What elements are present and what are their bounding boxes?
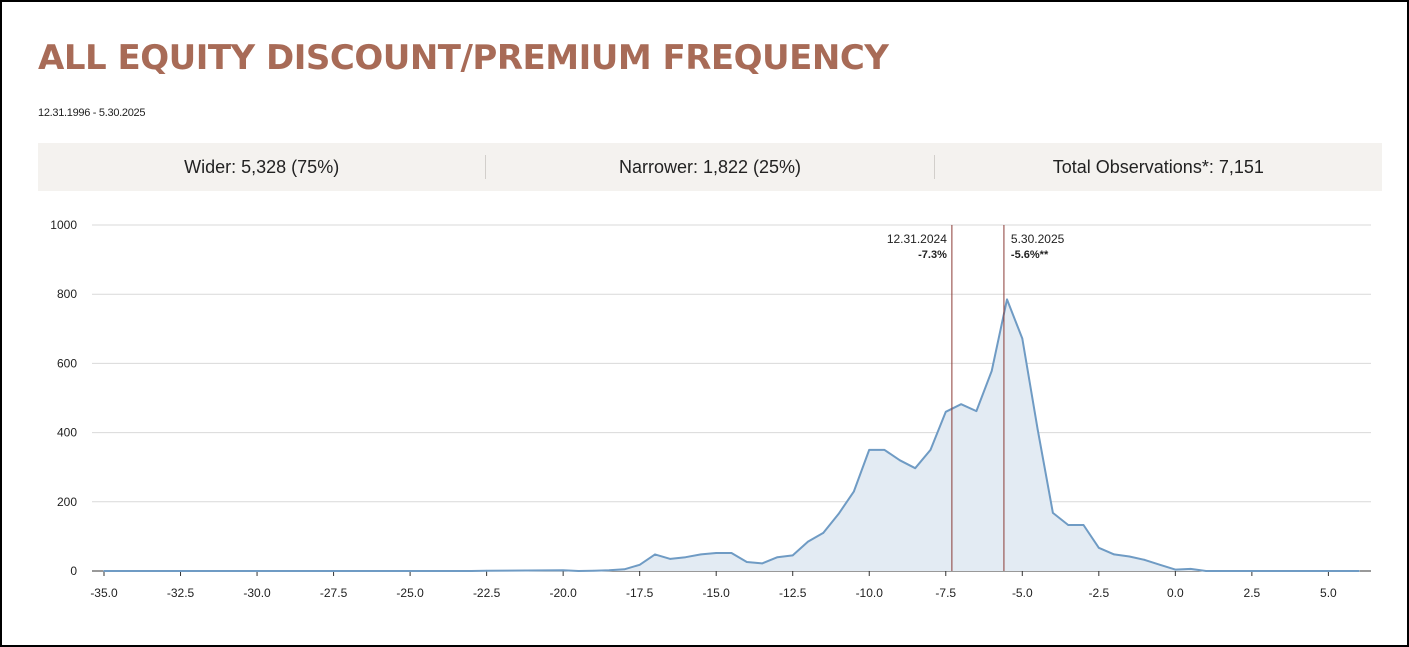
data-point-39: [1113, 553, 1115, 556]
data-point-34: [1036, 428, 1039, 430]
data-point-32: [1006, 298, 1008, 301]
data-point-33: [1021, 337, 1024, 340]
x-tick-label-12: -5.0: [1012, 586, 1033, 600]
data-point-10: [669, 558, 672, 560]
data-point-12: [700, 553, 702, 556]
x-tick-label-6: -20.0: [549, 586, 577, 600]
data-point-28: [944, 411, 947, 413]
x-tick-label-13: -2.5: [1088, 586, 1109, 600]
data-point-16: [761, 562, 763, 565]
data-point-27: [929, 449, 932, 451]
x-tick-label-14: 0.0: [1167, 586, 1184, 600]
data-point-1: [470, 570, 473, 572]
stat-wider: Wider: 5,328 (75%): [38, 155, 485, 179]
x-tick-label-4: -25.0: [396, 586, 424, 600]
x-tick-label-3: -27.5: [320, 586, 348, 600]
annotation-value-0: -7.3%: [918, 249, 947, 261]
y-tick-label-600: 600: [57, 356, 77, 370]
data-point-11: [684, 556, 687, 558]
data-point-2: [485, 569, 488, 572]
data-point-13: [715, 552, 717, 554]
data-point-6: [608, 569, 610, 572]
y-tick-label-400: 400: [57, 426, 77, 440]
data-point-47: [1358, 570, 1360, 572]
y-tick-label-800: 800: [57, 287, 77, 301]
data-point-8: [638, 563, 641, 566]
data-point-24: [883, 449, 886, 451]
data-point-38: [1098, 547, 1100, 549]
data-point-21: [837, 513, 840, 515]
data-point-14: [730, 552, 733, 554]
data-point-5: [592, 569, 595, 572]
data-point-17: [776, 556, 779, 558]
data-point-43: [1174, 568, 1177, 571]
data-point-40: [1128, 555, 1131, 558]
x-tick-label-8: -15.0: [703, 586, 731, 600]
stat-narrower: Narrower: 1,822 (25%): [485, 155, 933, 179]
x-tick-label-2: -30.0: [243, 586, 271, 600]
data-point-35: [1052, 512, 1054, 514]
annotation-date-1: 5.30.2025: [1011, 232, 1065, 246]
data-point-0: [103, 570, 105, 572]
stat-total-observations: Total Observations*: 7,151: [933, 155, 1382, 179]
data-point-18: [791, 554, 794, 557]
data-point-44: [1189, 568, 1192, 570]
x-tick-label-10: -10.0: [856, 586, 884, 600]
data-point-31: [990, 370, 993, 372]
data-point-15: [746, 561, 748, 563]
y-tick-label-1000: 1000: [50, 218, 77, 232]
data-point-30: [975, 410, 978, 412]
data-point-22: [853, 490, 855, 493]
data-point-4: [577, 570, 580, 572]
y-tick-label-200: 200: [57, 495, 77, 509]
data-point-19: [807, 540, 809, 543]
stats-bar: Wider: 5,328 (75%) Narrower: 1,822 (25%)…: [38, 143, 1382, 191]
data-point-23: [868, 449, 871, 451]
data-point-3: [562, 569, 564, 572]
annotation-value-1: -5.6%**: [1011, 249, 1049, 261]
date-range: 12.31.1996 - 5.30.2025: [38, 107, 146, 119]
data-point-29: [960, 403, 962, 406]
data-point-41: [1143, 559, 1146, 561]
x-tick-label-11: -7.5: [935, 586, 956, 600]
x-tick-label-0: -35.0: [90, 586, 118, 600]
data-point-20: [822, 532, 825, 534]
stat-total-label: Total Observations*: 7,151: [1052, 157, 1264, 177]
y-tick-label-0: 0: [70, 564, 77, 578]
stat-wider-label: Wider: 5,328 (75%): [184, 157, 340, 177]
frequency-line: [104, 298, 1359, 572]
x-tick-label-7: -17.5: [626, 586, 654, 600]
data-point-25: [899, 459, 901, 462]
page-title: ALL EQUITY DISCOUNT/PREMIUM FREQUENCY: [38, 38, 889, 78]
data-point-7: [623, 568, 626, 571]
data-point-37: [1082, 524, 1085, 526]
data-point-42: [1159, 563, 1161, 566]
stat-narrower-label: Narrower: 1,822 (25%): [618, 157, 802, 177]
x-tick-label-16: 5.0: [1320, 586, 1337, 600]
x-tick-label-5: -22.5: [473, 586, 501, 600]
data-point-45: [1205, 570, 1207, 572]
annotation-date-0: 12.31.2024: [887, 232, 947, 246]
x-tick-label-9: -12.5: [779, 586, 807, 600]
frequency-area: [104, 299, 1359, 571]
data-point-36: [1067, 524, 1070, 526]
x-tick-label-1: -32.5: [167, 586, 195, 600]
data-point-26: [914, 467, 916, 470]
data-point-9: [654, 553, 656, 556]
x-tick-label-15: 2.5: [1244, 586, 1261, 600]
data-point-46: [1220, 570, 1223, 572]
